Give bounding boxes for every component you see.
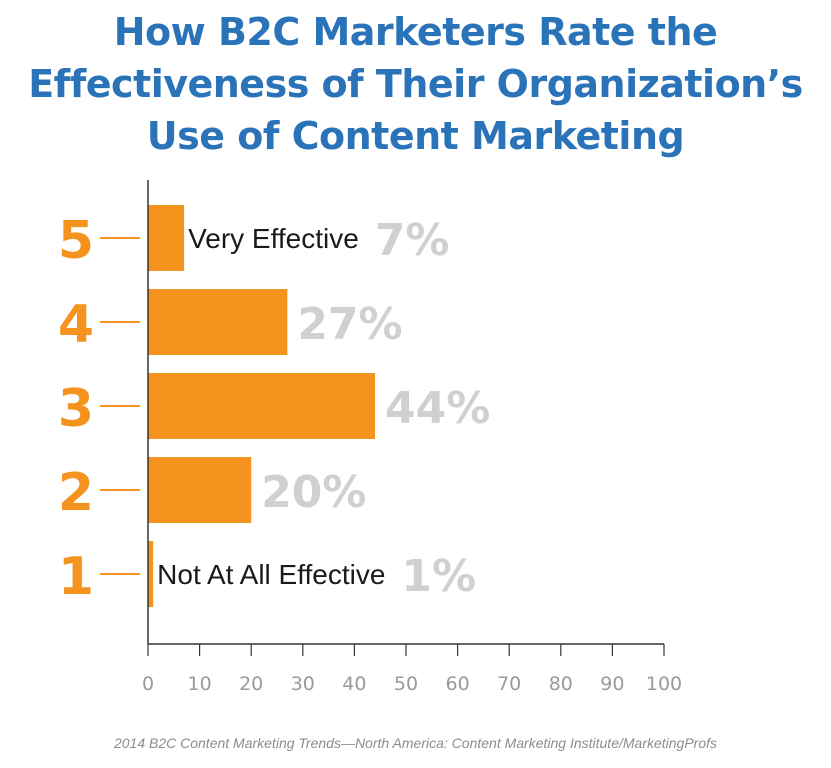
chart-title-line-1: How B2C Marketers Rate the xyxy=(113,10,718,54)
x-tick-label-70: 70 xyxy=(497,673,521,695)
labels-group: 5 Very Effective 7% 4 27% 3 44% 2 20% 1 Not At All… xyxy=(58,211,490,607)
x-tick-label-20: 20 xyxy=(239,673,263,695)
rating-label-2: 2 xyxy=(58,463,94,523)
value-label-4: 27% xyxy=(297,299,402,350)
value-label-1: 1% xyxy=(401,551,476,602)
bar-rating-4 xyxy=(148,289,288,355)
bars-group xyxy=(148,205,376,607)
x-tick-label-0: 0 xyxy=(142,673,154,695)
bar-rating-5 xyxy=(148,205,185,271)
rating-label-1: 1 xyxy=(58,547,94,607)
rating-label-5: 5 xyxy=(58,211,94,271)
annotation-label-1: Not At All Effective xyxy=(157,559,385,590)
source-note: 2014 B2C Content Marketing Trends—North … xyxy=(113,735,718,751)
bar-rating-3 xyxy=(148,373,376,439)
x-axis: 0 10 20 30 40 50 60 70 80 90 100 xyxy=(142,180,682,695)
bar-rating-1 xyxy=(148,541,154,607)
chart-title: How B2C Marketers Rate the Effectiveness… xyxy=(0,6,831,162)
x-tick-label-60: 60 xyxy=(446,673,470,695)
chart-title-line-2: Effectiveness of Their Organization’s xyxy=(28,62,803,106)
x-tick-label-90: 90 xyxy=(600,673,624,695)
rating-label-4: 4 xyxy=(58,295,94,355)
annotation-label-5: Very Effective xyxy=(188,223,359,254)
bar-rating-2 xyxy=(148,457,252,523)
x-tick-label-50: 50 xyxy=(394,673,418,695)
x-tick-label-100: 100 xyxy=(646,673,682,695)
x-tick-label-80: 80 xyxy=(549,673,573,695)
value-label-2: 20% xyxy=(261,467,366,518)
value-label-3: 44% xyxy=(385,383,490,434)
x-tick-label-30: 30 xyxy=(291,673,315,695)
x-tick-label-40: 40 xyxy=(342,673,366,695)
x-tick-label-10: 10 xyxy=(188,673,212,695)
chart-title-line-3: Use of Content Marketing xyxy=(146,114,685,158)
value-label-5: 7% xyxy=(375,215,450,266)
rating-label-3: 3 xyxy=(58,379,94,439)
